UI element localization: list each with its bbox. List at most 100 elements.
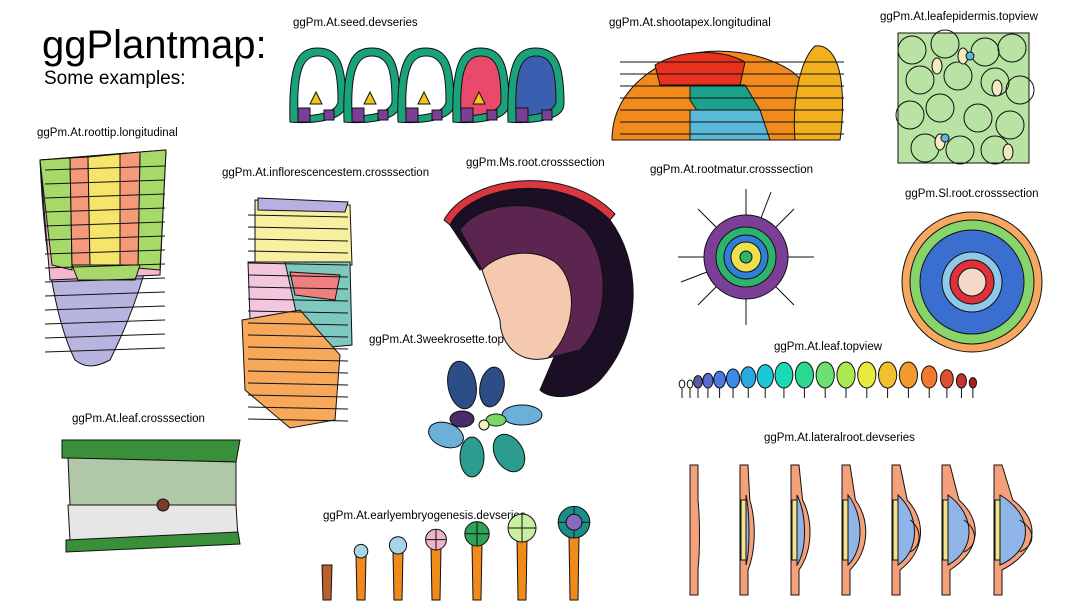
leaf-blade bbox=[940, 369, 954, 389]
stomata bbox=[991, 79, 1003, 97]
leaf-crosssection-figure bbox=[61, 439, 241, 553]
lateralroot-stele bbox=[892, 499, 899, 561]
roottip-lrc-left bbox=[39, 157, 73, 271]
apex-central bbox=[654, 52, 746, 86]
label-rootmatur: ggPm.At.rootmatur.crosssection bbox=[650, 164, 813, 176]
label-earlyembryo: ggPm.At.earlyembryogenesis.devseries bbox=[323, 510, 526, 522]
seed-base bbox=[405, 107, 419, 123]
seed-inner bbox=[351, 55, 393, 117]
seed-base bbox=[486, 109, 498, 121]
sl-vascular bbox=[957, 267, 987, 297]
apex-primordium bbox=[793, 45, 844, 141]
rootmatur-hair bbox=[759, 191, 772, 222]
embryo-proper bbox=[353, 543, 369, 559]
lateralroot-figure bbox=[689, 464, 1033, 596]
page-title: ggPlantmap: bbox=[42, 23, 267, 67]
seed-embryo bbox=[472, 90, 486, 105]
leaf-blade bbox=[713, 370, 726, 389]
roottip-cellwall bbox=[44, 221, 166, 227]
epidermis-cell bbox=[1005, 75, 1035, 105]
roottip-cellwall bbox=[44, 193, 166, 199]
roottip-cellwall bbox=[44, 291, 166, 297]
leaf-blade bbox=[794, 361, 815, 389]
leafepidermis-figure bbox=[895, 29, 1035, 165]
ms-stele bbox=[481, 252, 572, 360]
stem-cellwall bbox=[247, 238, 349, 242]
label-inflorescencestem: ggPm.At.inflorescencestem.crosssection bbox=[222, 167, 430, 179]
lateralroot-stele bbox=[740, 499, 747, 561]
roottip-cellwall bbox=[44, 277, 166, 283]
label-ms-root: ggPm.Ms.root.crosssection bbox=[466, 157, 605, 169]
lateralroot-stele bbox=[942, 499, 949, 561]
lateralroot-primordium bbox=[947, 494, 970, 566]
roottip-cellwall bbox=[44, 305, 166, 311]
leaf-blade bbox=[836, 361, 856, 389]
leaf-blade bbox=[702, 372, 714, 389]
stem-cellwall bbox=[247, 406, 349, 410]
stem-cellwall bbox=[247, 262, 349, 266]
leaf-blade bbox=[693, 375, 703, 389]
stem-cellwall bbox=[247, 382, 349, 386]
roottip-cellwall bbox=[44, 263, 166, 269]
lateralroot-epidermis bbox=[910, 519, 920, 553]
apex-rib-lower bbox=[689, 109, 771, 141]
stem-cellwall bbox=[247, 334, 349, 338]
embryo-suspensor bbox=[392, 551, 404, 601]
seed-base bbox=[351, 107, 365, 123]
epidermis-cell bbox=[995, 110, 1025, 140]
roottip-cellwall bbox=[44, 333, 166, 339]
leaf-blade bbox=[774, 361, 794, 389]
embryo-division bbox=[508, 514, 536, 542]
rootmatur-hair bbox=[680, 270, 711, 283]
stem-cellwall bbox=[247, 394, 349, 398]
stomata bbox=[931, 57, 943, 75]
lateralroot-primordium bbox=[897, 493, 915, 566]
leaf-blade bbox=[740, 366, 757, 389]
lateralroot-stele bbox=[791, 499, 798, 561]
seed-base bbox=[297, 107, 311, 123]
seed-base bbox=[515, 107, 529, 123]
stem-cellwall bbox=[247, 370, 349, 374]
rosette-leaf bbox=[479, 366, 505, 408]
stem-cellwall bbox=[247, 358, 349, 362]
seed-inner bbox=[405, 55, 447, 117]
label-seed-devseries: ggPm.At.seed.devseries bbox=[293, 17, 418, 29]
earlyembryo-figure bbox=[321, 505, 591, 601]
stem-cellwall bbox=[247, 214, 349, 218]
embryo-suspensor bbox=[568, 535, 580, 601]
epidermis-cell bbox=[930, 29, 960, 59]
lateralroot-primordium bbox=[796, 494, 805, 567]
label-leafepidermis: ggPm.At.leafepidermis.topview bbox=[880, 11, 1038, 23]
stem-cellwall bbox=[247, 298, 349, 302]
rosette-center bbox=[478, 419, 490, 431]
roottip-cellwall bbox=[44, 207, 166, 213]
seed-base bbox=[460, 107, 474, 123]
seed-base bbox=[323, 109, 335, 121]
lateralroot-primordium bbox=[745, 494, 750, 566]
leaf-blade bbox=[678, 379, 686, 389]
ms-root-figure bbox=[443, 180, 634, 398]
stem-cellwall bbox=[247, 322, 349, 326]
lateralroot-outline bbox=[689, 464, 700, 596]
rosette-figure bbox=[428, 360, 543, 478]
leaf-blade bbox=[878, 361, 898, 389]
seed-base bbox=[431, 109, 443, 121]
rosette-leaf bbox=[459, 436, 485, 478]
embryo-suspensor bbox=[471, 543, 483, 601]
lateralroot-primordium bbox=[999, 494, 1026, 566]
leaf-blade bbox=[756, 364, 774, 389]
label-leaf-crosssection: ggPm.At.leaf.crosssection bbox=[72, 413, 205, 425]
label-leaf-topview: ggPm.At.leaf.topview bbox=[774, 341, 883, 353]
epidermis-cell bbox=[943, 61, 973, 91]
rosette-leaf bbox=[449, 410, 475, 428]
leaf-blade bbox=[857, 361, 877, 389]
epidermis-cell bbox=[997, 33, 1027, 63]
stem-epidermis bbox=[257, 197, 349, 213]
ms-epidermis bbox=[443, 180, 616, 226]
leaf-topview-figure bbox=[678, 361, 978, 398]
leafcross-lower-epidermis bbox=[65, 531, 241, 553]
rootmatur-xylem bbox=[739, 250, 753, 264]
roottip-cellwall bbox=[44, 347, 166, 353]
lateralroot-primordium bbox=[847, 493, 861, 567]
